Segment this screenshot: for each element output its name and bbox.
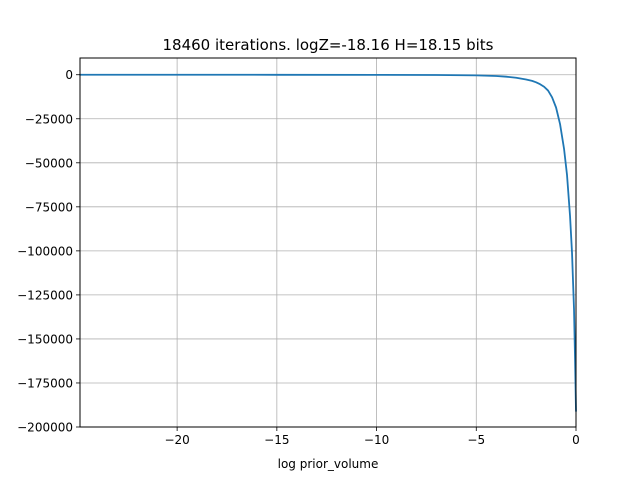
- plot-area: [79, 73, 577, 413]
- y-axis: 0 −25000 −50000 −75000 −100000 −125000 −150000…: [17, 68, 80, 435]
- chart-title: 18460 iterations. logZ=-18.16 H=18.15 bi…: [163, 36, 494, 54]
- x-tick-label: −10: [364, 433, 389, 447]
- x-tick-label: −15: [264, 433, 289, 447]
- x-axis: −20 −15 −10 −5 0: [164, 427, 580, 447]
- x-tick-label: −20: [164, 433, 189, 447]
- y-tick-label: −100000: [17, 244, 73, 258]
- series-line: [79, 73, 577, 413]
- x-tick-label: 0: [572, 433, 580, 447]
- y-tick-label: −75000: [25, 200, 73, 214]
- y-tick-label: −125000: [17, 288, 73, 302]
- y-tick-label: −175000: [17, 376, 73, 390]
- x-axis-label: log prior_volume: [278, 457, 379, 471]
- y-tick-label: 0: [65, 68, 73, 82]
- y-tick-label: −150000: [17, 332, 73, 346]
- y-tick-label: −25000: [25, 112, 73, 126]
- y-tick-label: −50000: [25, 156, 73, 170]
- axes-frame: [79, 57, 577, 428]
- x-tick-label: −5: [467, 433, 485, 447]
- y-tick-label: −200000: [17, 421, 73, 435]
